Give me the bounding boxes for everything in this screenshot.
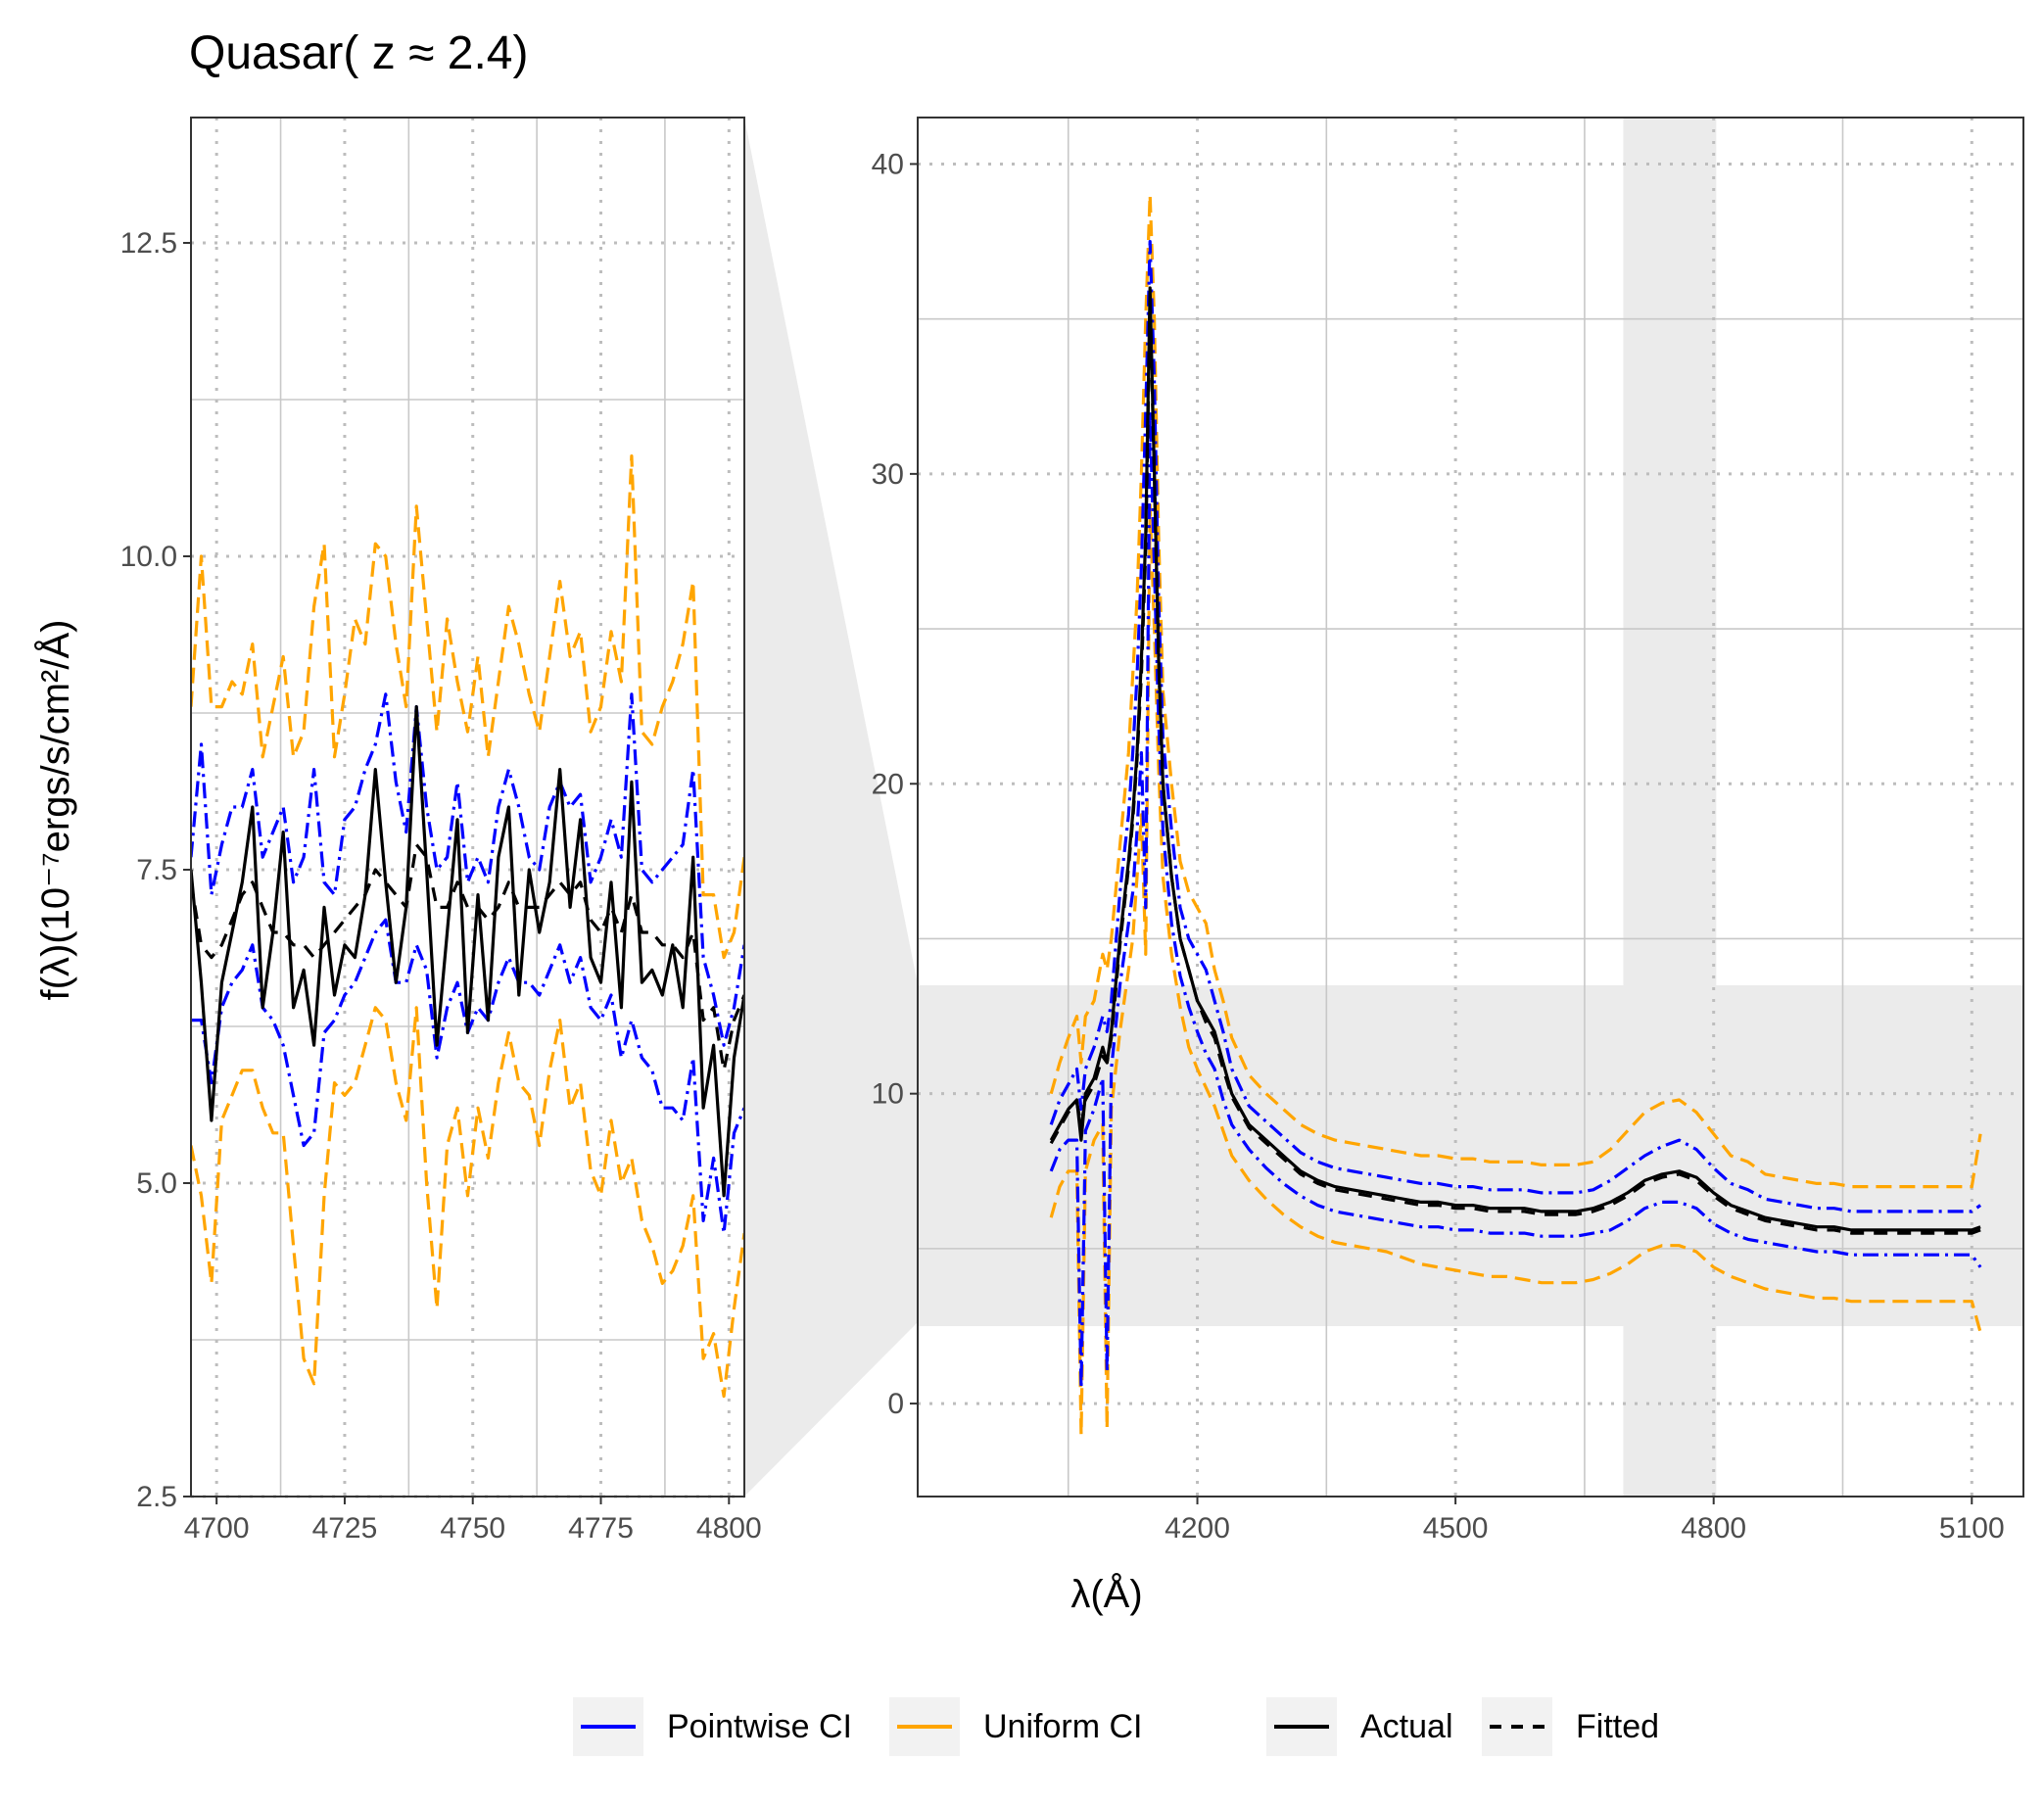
full-x-tick-label: 4200 — [1165, 1512, 1230, 1545]
chart-title: Quasar( z ≈ 2.4) — [189, 27, 528, 79]
zoom-series-uniform-lower — [191, 1006, 744, 1399]
zoom-plot-background — [191, 118, 744, 1497]
full-frame — [917, 117, 2024, 1498]
zoom-x-tick-label: 4800 — [696, 1512, 762, 1545]
y-axis-label: f(λ)(10⁻⁷ergs/s/cm²/Å) — [33, 620, 77, 1001]
full-y-tick-label: 40 — [872, 148, 904, 180]
zoom-series-actual — [191, 704, 744, 1198]
zoom-y-tick-label: 5.0 — [136, 1167, 177, 1200]
full-series-uniform-upper — [1049, 193, 1982, 1189]
full-series-pointwise-lower — [1049, 410, 1982, 1390]
zoom-series-uniform-upper — [191, 454, 744, 960]
zoom-series-group — [191, 454, 744, 1399]
zoom-y-tick-label: 7.5 — [136, 854, 177, 886]
full-series-group — [1049, 193, 1982, 1437]
legend-label: Actual — [1360, 1708, 1453, 1745]
legend-label: Pointwise CI — [667, 1708, 852, 1745]
full-y-tick-label: 0 — [887, 1388, 904, 1420]
full-x-tick-label: 4800 — [1681, 1512, 1746, 1545]
full-series-fitted — [1049, 302, 1981, 1235]
zoom-x-tick-label: 4700 — [184, 1512, 250, 1545]
zoom-panel: 4700 4725 4750 4775 4800 2.5 5.0 7.5 10.0 12.5 — [120, 117, 762, 1545]
full-series-uniform-lower — [1049, 502, 1982, 1437]
full-series-pointwise-upper — [1049, 240, 1982, 1213]
zoom-y-tick-label: 12.5 — [120, 227, 177, 260]
legend: Pointwise CI Uniform CI Actual Fitted — [573, 1697, 1659, 1756]
full-series-actual — [1049, 286, 1981, 1232]
full-x-tick-label: 4500 — [1423, 1512, 1489, 1545]
zoom-x-tick-label: 4775 — [568, 1512, 634, 1545]
zoom-frame — [190, 117, 745, 1498]
zoom-connector — [744, 118, 918, 1497]
full-x-tick-label: 5100 — [1939, 1512, 2005, 1545]
zoom-y-tick-label: 2.5 — [136, 1481, 177, 1513]
zoom-series-pointwise-upper — [191, 692, 744, 1047]
full-highlight-band-vertical — [1623, 118, 1717, 1497]
full-y-tick-label: 30 — [872, 458, 904, 491]
zoom-x-tick-label: 4750 — [440, 1512, 505, 1545]
x-axis-label: λ(Å) — [1070, 1572, 1142, 1616]
zoom-y-tick-label: 10.0 — [120, 541, 177, 573]
full-spectrum-panel: 4200 4500 4800 5100 0 10 20 30 40 — [872, 117, 2024, 1545]
legend-label: Fitted — [1576, 1708, 1659, 1745]
zoom-x-tick-label: 4725 — [312, 1512, 378, 1545]
legend-label: Uniform CI — [983, 1708, 1142, 1745]
full-y-tick-label: 10 — [872, 1078, 904, 1111]
full-y-tick-label: 20 — [872, 768, 904, 800]
